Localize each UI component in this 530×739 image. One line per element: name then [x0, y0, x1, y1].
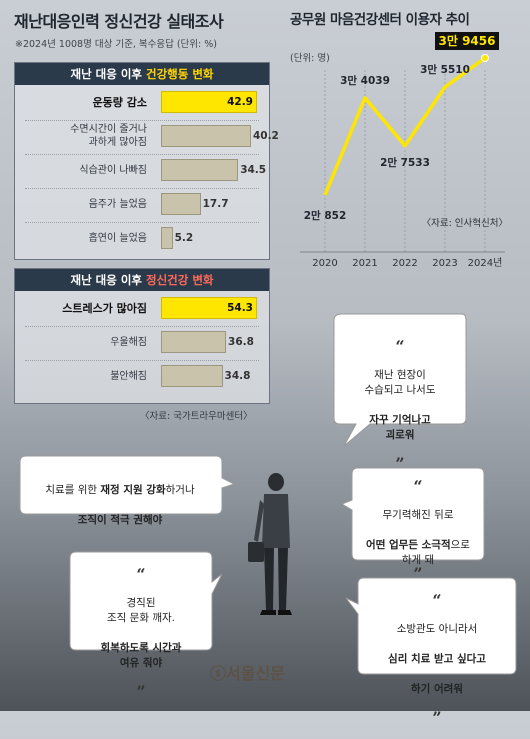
bar-value-label: 34.5: [240, 164, 267, 176]
bar-label: 흡연이 늘었음: [88, 232, 147, 244]
newspaper-logo: ⓢ서울신문: [210, 664, 285, 683]
bar-label: 불안해짐: [110, 370, 147, 382]
quote-open-mark: “: [136, 565, 146, 584]
bubble-text-bold: 하기 어려워: [411, 683, 463, 695]
line-chart: 2만 852 2020 3만 4039 2021 2만 7533 2022 3만 5510 2…: [300, 32, 508, 269]
bar-label: 우울해짐: [110, 336, 147, 348]
row-separator: [25, 188, 259, 189]
panel-header-prefix: 재난 대응 이후: [70, 67, 146, 81]
mental-health-panel: 재난 대응 이후 정신건강 변화 스트레스가 많아짐 54.3 우울해짐 36.8 불안…: [14, 268, 270, 404]
bubble-text-bold: 회복하도록 시간과 여유 줘야: [100, 642, 182, 669]
point-label: 3만 5510: [420, 63, 470, 76]
point-label: 2만 7533: [380, 156, 430, 169]
x-tick-label: 2021: [352, 258, 377, 269]
bubble-text-plain: 으로 하게 돼: [401, 539, 470, 566]
bar-label: 수면시간이 줄거나 과하게 많아짐: [70, 124, 147, 148]
quote-close-mark: ”: [432, 708, 442, 727]
mental-health-panel-header: 재난 대응 이후 정신건강 변화: [15, 269, 269, 291]
bubble-text-bold: 자꾸 기억나고 괴로워: [369, 414, 431, 441]
line-chart-unit: (단위: 명): [290, 53, 330, 64]
quote-bubble-culture: “ 경직된 조직 문화 깨자. 회복하도록 시간과 여유 줘야 ”: [66, 548, 222, 700]
row-separator: [25, 360, 259, 361]
panel-header-highlight: 정신건강 변화: [146, 273, 214, 287]
bar-label: 운동량 감소: [92, 95, 147, 109]
bar-value-label: 36.8: [228, 336, 254, 348]
x-tick-label: 2022: [392, 258, 417, 269]
row-separator: [25, 222, 259, 223]
bar-label: 식습관이 나빠짐: [79, 164, 147, 176]
row-separator: [25, 326, 259, 327]
highlight-label-bg: [435, 32, 499, 51]
series-line: [323, 56, 487, 196]
bubble-text-bold: 재정 지원 강화: [100, 484, 166, 496]
health-behavior-panel: 재난 대응 이후 건강행동 변화 운동량 감소 42.9 수면시간이 줄거나 과하게…: [14, 62, 279, 260]
bubble-text-plain: 무기력해진 뒤로: [382, 509, 454, 521]
quote-open-mark: “: [432, 591, 442, 610]
quote-bubble-therapy: “ 소방관도 아니라서 심리 치료 받고 싶다고 하기 어려워 ”: [344, 574, 520, 726]
bar: [161, 159, 239, 181]
source-label-left: 〈자료: 국가트라우마센터〉: [140, 411, 253, 422]
row-separator: [25, 120, 259, 121]
quote-bubble-support: 치료를 위한 재정 지원 강화하거나 조직이 적극 권해야: [16, 452, 236, 526]
bar-label: 음주가 늘었음: [88, 198, 147, 210]
bar-value-label: 40.2: [252, 130, 279, 142]
quote-close-mark: ”: [136, 682, 146, 701]
row-separator: [25, 154, 259, 155]
bar-value-label: 17.7: [202, 198, 229, 210]
bar-value-label: 42.9: [227, 96, 253, 108]
quote-close-mark: ”: [413, 564, 423, 583]
bar-value-label: 34.8: [224, 370, 251, 382]
bubble-text-plain: 소방관도 아니라서: [396, 623, 478, 635]
quote-bubble-passive: “ 무기력해진 뒤로 어떤 업무든 소극적으로 하게 돼 ”: [340, 464, 488, 582]
bubble-shape: [340, 467, 485, 561]
bubble-text-plain: 재난 현장이 수습되고 나서도: [364, 369, 436, 396]
quote-bubble-memories: “ 재난 현장이 수습되고 나서도 자꾸 기억나고 괴로워 ”: [330, 308, 470, 472]
bubble-text-plain: 하거나: [165, 484, 195, 496]
person-figure-icon: [248, 473, 292, 615]
x-tick-label: 2023: [432, 258, 457, 269]
x-tick-label: 2020: [312, 258, 337, 269]
bar-value-label: 54.3: [227, 302, 253, 314]
point-label: 3만 4039: [340, 74, 390, 87]
x-tick-label: 2024년: [468, 257, 503, 269]
panel-header-highlight: 건강행동 변화: [146, 67, 214, 81]
point-label: 2만 852: [304, 209, 347, 222]
quote-close-mark: ”: [395, 454, 405, 473]
bar: [161, 227, 173, 249]
bubble-text-bold: 심리 치료 받고 싶다고: [388, 653, 486, 665]
bar-label: 스트레스가 많아짐: [62, 301, 147, 315]
line-chart-title: 공무원 마음건강센터 이용자 추이: [290, 12, 470, 28]
bar: [161, 91, 257, 113]
page-title: 재난대응인력 정신건강 실태조사: [14, 12, 224, 31]
bar: [161, 193, 201, 215]
bar: [161, 297, 257, 319]
bar: [161, 365, 223, 387]
bubble-shape: [19, 455, 236, 515]
point-label: 3만 9456: [439, 33, 496, 48]
panel-header-prefix: 재난 대응 이후: [70, 273, 146, 287]
quote-open-mark: “: [395, 337, 405, 356]
bubble-text-bold: 어떤 업무든 소극적: [366, 539, 451, 551]
bubble-shape: [69, 551, 222, 651]
health-behavior-panel-header: 재난 대응 이후 건강행동 변화: [15, 63, 269, 85]
bar: [161, 331, 227, 353]
bubble-shape: [345, 577, 517, 675]
bubble-text-bold: 조직이 적극 권해야: [77, 514, 163, 526]
bar: [161, 125, 251, 147]
quote-open-mark: “: [413, 477, 423, 496]
bubble-shape: [333, 313, 467, 447]
bubble-text-plain: 치료를 위한: [45, 484, 101, 496]
page-subtitle: ※2024년 1008명 대상 기준, 복수응답 (단위: %): [15, 39, 217, 50]
data-point: [481, 54, 489, 63]
bar-value-label: 5.2: [174, 232, 194, 244]
bubble-text-plain: 경직된 조직 문화 깨자.: [107, 597, 175, 624]
source-label-right: 〈자료: 인사혁신처〉: [422, 217, 508, 229]
